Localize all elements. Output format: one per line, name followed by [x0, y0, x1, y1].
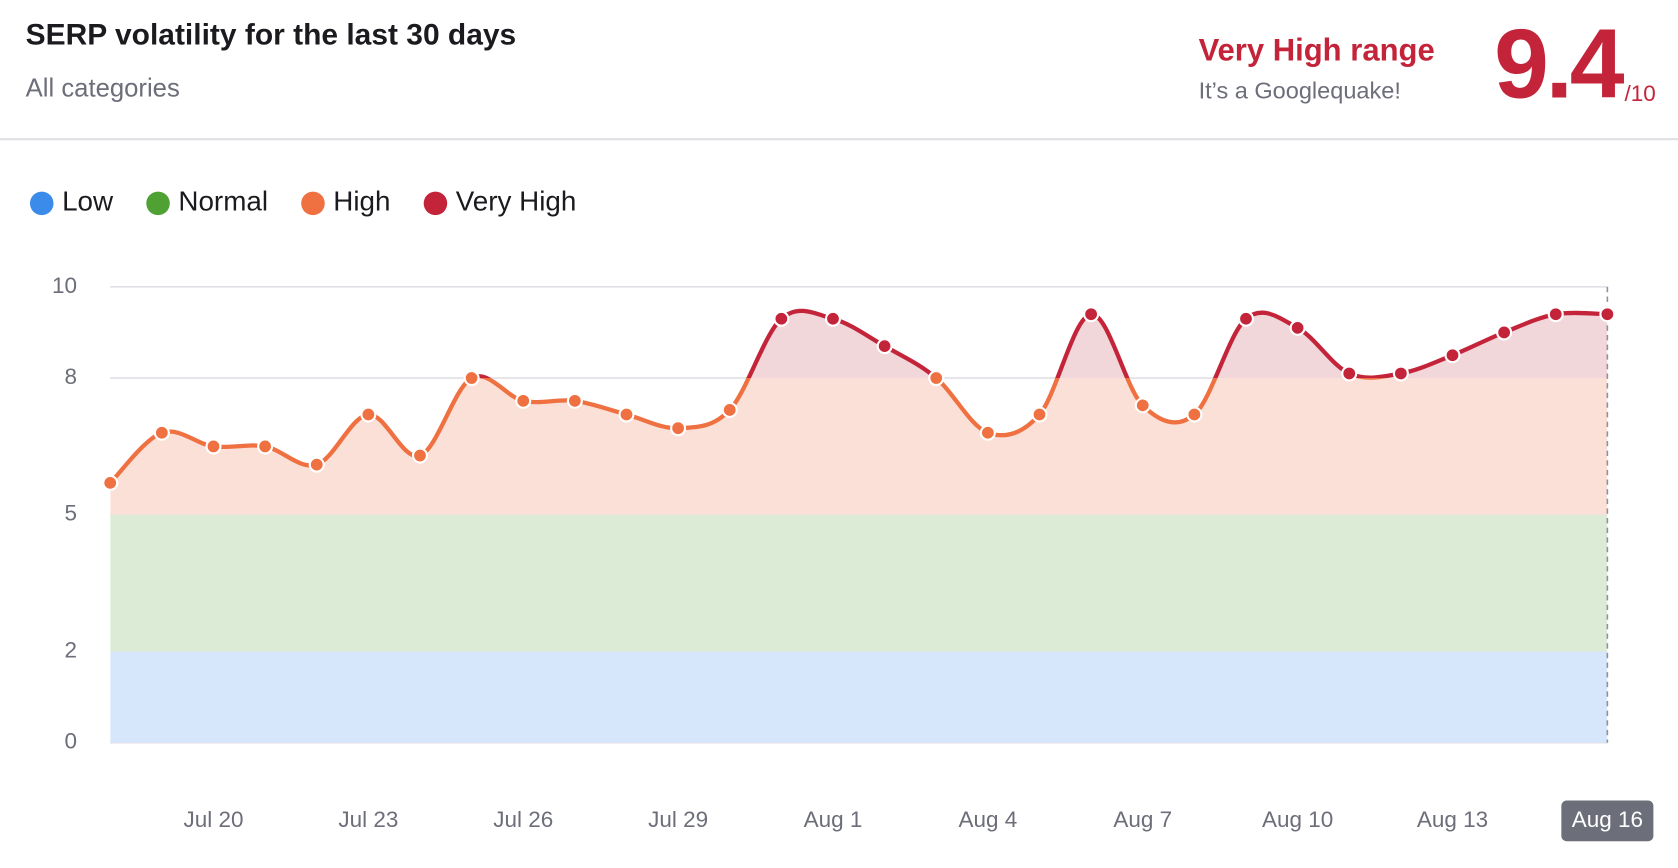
- point: [566, 392, 583, 409]
- x-tick-badge: [1561, 800, 1654, 842]
- y-tick-label: 0: [65, 729, 77, 754]
- point: [257, 438, 274, 455]
- legend-marker: [146, 191, 170, 216]
- point: [1237, 310, 1255, 327]
- x-tick-label: Aug 4: [959, 807, 1018, 832]
- x-tick-label: Jul 23: [338, 807, 398, 832]
- legend-label: High: [333, 186, 390, 217]
- x-tick-label: Aug 1: [804, 807, 863, 832]
- x-tick-label: Aug 10: [1262, 807, 1333, 832]
- title: SERP volatility for the last 30 days: [26, 18, 517, 51]
- legend-marker: [423, 191, 448, 216]
- point: [515, 392, 532, 409]
- point: [205, 438, 222, 455]
- x-tick-highlight: Aug 16: [1561, 800, 1654, 842]
- y-tick-label: 8: [65, 364, 77, 389]
- point: [721, 401, 738, 418]
- band-fill: [110, 514, 1608, 652]
- point: [1547, 306, 1564, 323]
- x-tick-label: Jul 26: [493, 807, 553, 832]
- point: [1186, 406, 1203, 423]
- y-tick-label: 10: [52, 273, 77, 298]
- y-tick-label: 2: [65, 637, 77, 662]
- point: [1444, 347, 1461, 364]
- y-tick-label: 5: [65, 501, 77, 526]
- point: [1083, 306, 1100, 323]
- range-label: Very High range: [1199, 33, 1435, 68]
- point: [1341, 365, 1358, 382]
- point: [463, 370, 480, 387]
- point: [670, 420, 687, 437]
- point: [824, 310, 842, 327]
- point: [1134, 397, 1151, 414]
- point: [1599, 306, 1616, 323]
- point: [1289, 319, 1306, 336]
- point: [411, 447, 429, 464]
- plot: 0 2 5 8 10 Jul 20 Jul 23 Jul 26 Jul 29 Aug 1 Aug 4…: [52, 273, 1654, 842]
- point: [979, 424, 996, 441]
- point: [773, 310, 790, 327]
- point: [1392, 365, 1409, 382]
- range-note: It’s a Googlequake!: [1199, 77, 1401, 103]
- subtitle: All categories: [26, 75, 180, 103]
- x-tick-label: Aug 16: [1572, 807, 1643, 832]
- score-suffix: /10: [1624, 81, 1655, 106]
- area: [110, 310, 1608, 743]
- point: [360, 406, 377, 423]
- legend-label: Normal: [178, 186, 268, 217]
- legend-marker: [301, 191, 325, 216]
- point: [153, 424, 170, 441]
- point: [102, 474, 119, 491]
- point: [1031, 406, 1048, 423]
- point: [618, 406, 635, 423]
- legend-label: Low: [62, 186, 114, 217]
- point: [308, 456, 325, 473]
- point: [1496, 324, 1513, 341]
- point: [876, 338, 893, 355]
- legend: Low Normal High Very High: [29, 186, 577, 217]
- point: [928, 370, 945, 387]
- band-fill: [110, 651, 1608, 743]
- legend-label: Very High: [456, 186, 577, 217]
- score: 9.4: [1494, 9, 1625, 119]
- x-tick-label: Aug 7: [1113, 807, 1172, 832]
- x-tick-label: Jul 29: [648, 807, 708, 832]
- x-tick-label: Aug 13: [1417, 807, 1488, 832]
- x-tick-label: Jul 20: [183, 807, 243, 832]
- legend-marker: [29, 191, 54, 216]
